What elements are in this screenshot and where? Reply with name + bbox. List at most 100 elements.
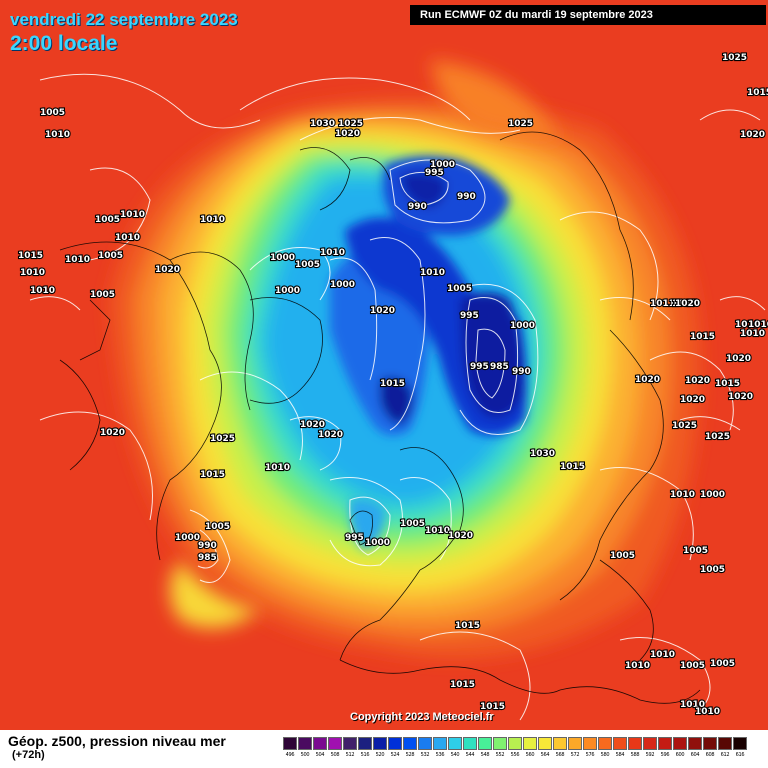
legend-tick-label: 604 (690, 752, 700, 758)
legend-tick-label: 608 (705, 752, 715, 758)
legend-tick-label: 564 (540, 752, 550, 758)
legend-tick-label: 528 (405, 752, 415, 758)
pressure-label: 1000 (330, 280, 355, 290)
legend-tick-label: 544 (465, 752, 475, 758)
pressure-label: 1010 (65, 255, 90, 265)
coastlines (59, 131, 701, 704)
pressure-label: 1020 (675, 299, 700, 309)
legend-swatch (328, 737, 342, 750)
legend-tick-label: 580 (600, 752, 610, 758)
copyright: Copyright 2023 Meteociel.fr (350, 711, 494, 723)
color-scale-legend: 496 500 504 508 512 516 520 524 528 532 536 540 544 5… (283, 737, 747, 765)
pressure-label: 1005 (610, 551, 635, 561)
pressure-label: 1005 (98, 251, 123, 261)
pressure-label: 1025 (705, 432, 730, 442)
pressure-label: 1000 (275, 286, 300, 296)
legend-swatch (298, 737, 312, 750)
pressure-label: 1005 (295, 260, 320, 270)
pressure-label: 1010 (115, 233, 140, 243)
legend-tick-label: 596 (660, 752, 670, 758)
pressure-label: 1025 (338, 119, 363, 129)
legend-tick-label: 576 (585, 752, 595, 758)
legend-tick-label: 520 (375, 752, 385, 758)
pressure-label: 1010 (695, 707, 720, 717)
pressure-label: 1005 (447, 284, 472, 294)
pressure-label: 1010 (120, 210, 145, 220)
pressure-label: 990 (512, 367, 531, 377)
pressure-label: 1010 (735, 320, 760, 330)
pressure-label: 1000 (175, 533, 200, 543)
legend-swatch (598, 737, 612, 750)
pressure-label: 1020 (726, 354, 751, 364)
pressure-label: 1010 (265, 463, 290, 473)
legend-swatch (418, 737, 432, 750)
legend-swatch (568, 737, 582, 750)
pressure-label: 1000 (365, 538, 390, 548)
legend-swatch (613, 737, 627, 750)
pressure-label: 1005 (90, 290, 115, 300)
pressure-label: 990 (198, 541, 217, 551)
legend-swatch (643, 737, 657, 750)
pressure-label: 1005 (205, 522, 230, 532)
legend-tick-label: 532 (420, 752, 430, 758)
pressure-label: 1005 (40, 108, 65, 118)
pressure-label: 1020 (740, 130, 765, 140)
pressure-label: 1000 (510, 321, 535, 331)
legend-tick-label: 616 (735, 752, 745, 758)
chart-title: Géop. z500, pression niveau mer (8, 733, 226, 749)
legend-tick-label: 592 (645, 752, 655, 758)
pressure-label: 1000 (700, 490, 725, 500)
forecast-date: vendredi 22 septembre 2023 (10, 10, 238, 29)
pressure-label: 1030 (310, 119, 335, 129)
pressure-label: 1010 (740, 329, 765, 339)
legend-swatch (523, 737, 537, 750)
pressure-label: 1010 (650, 650, 675, 660)
legend-tick-label: 556 (510, 752, 520, 758)
legend-swatch (313, 737, 327, 750)
pressure-label: 1010 (320, 248, 345, 258)
pressure-label: 1010 (748, 320, 768, 330)
pressure-label: 1020 (318, 430, 343, 440)
legend-tick-label: 548 (480, 752, 490, 758)
legend-tick-label: 572 (570, 752, 580, 758)
legend-swatch (703, 737, 717, 750)
legend-tick-label: 504 (315, 752, 325, 758)
legend-tick-label: 496 (285, 752, 295, 758)
legend-swatch (508, 737, 522, 750)
pressure-label: 1015 (18, 251, 43, 261)
pressure-label: 1010 (200, 215, 225, 225)
forecast-time: 2:00 locale (10, 32, 118, 55)
pressure-label: 1005 (683, 546, 708, 556)
pressure-label: 1015 (672, 299, 697, 309)
legend-swatch (658, 737, 672, 750)
pressure-label: 1025 (722, 53, 747, 63)
pressure-label: 1015 (200, 470, 225, 480)
legend-tick-label: 524 (390, 752, 400, 758)
legend-swatch (403, 737, 417, 750)
legend-tick-label: 612 (720, 752, 730, 758)
pressure-label: 995 (460, 311, 479, 321)
pressure-label: 1015 (560, 462, 585, 472)
pressure-label: 995 (470, 362, 489, 372)
pressure-label: 1025 (672, 421, 697, 431)
legend-swatch (688, 737, 702, 750)
legend-tick-label: 588 (630, 752, 640, 758)
pressure-label: 1005 (400, 519, 425, 529)
legend-tick-label: 560 (525, 752, 535, 758)
run-info: Run ECMWF 0Z du mardi 19 septembre 2023 (410, 5, 766, 25)
pressure-label: 1025 (210, 434, 235, 444)
pressure-label: 1015 (715, 379, 740, 389)
legend-swatch (463, 737, 477, 750)
legend-swatch (538, 737, 552, 750)
pressure-label: 1015 (480, 702, 505, 712)
pressure-label: 1020 (300, 420, 325, 430)
pressure-label: 1005 (710, 659, 735, 669)
pressure-label: 1010 (45, 130, 70, 140)
pressure-label: 1011 (650, 299, 675, 309)
pressure-label: 1025 (508, 119, 533, 129)
legend-swatch (358, 737, 372, 750)
footer-bar: Géop. z500, pression niveau mer (+72h) 4… (0, 730, 768, 768)
legend-tick-label: 500 (300, 752, 310, 758)
legend-tick-label: 536 (435, 752, 445, 758)
